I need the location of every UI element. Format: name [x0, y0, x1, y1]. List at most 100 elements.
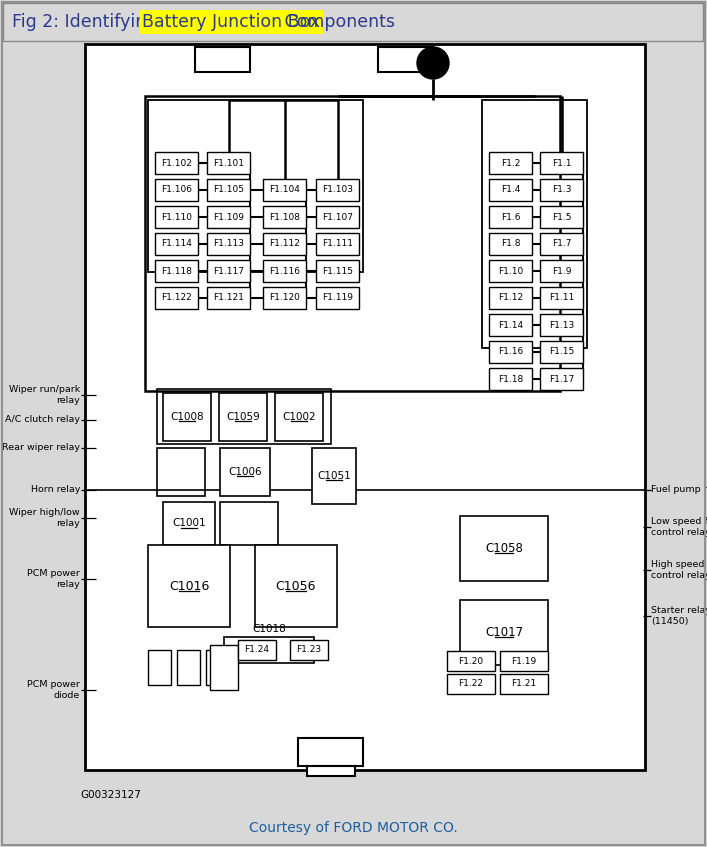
Text: F1.115: F1.115 — [322, 267, 353, 275]
Bar — [148, 650, 171, 685]
Text: F1.116: F1.116 — [269, 267, 300, 275]
Text: Courtesy of FORD MOTOR CO.: Courtesy of FORD MOTOR CO. — [249, 821, 457, 835]
Text: F1.20: F1.20 — [458, 656, 484, 666]
Text: F1.108: F1.108 — [269, 213, 300, 222]
Text: F1.23: F1.23 — [296, 645, 322, 655]
Text: Low speed fan
control relay: Low speed fan control relay — [651, 517, 707, 537]
Text: F1.113: F1.113 — [213, 240, 244, 248]
Bar — [540, 368, 583, 390]
Text: C1017: C1017 — [485, 626, 523, 639]
Bar — [206, 650, 229, 685]
Text: F1.9: F1.9 — [551, 267, 571, 275]
Bar — [207, 206, 250, 228]
Bar — [482, 100, 587, 348]
Bar — [155, 287, 198, 309]
Text: F1.107: F1.107 — [322, 213, 353, 222]
Bar — [207, 152, 250, 174]
Bar — [207, 260, 250, 282]
Text: Starter relay
(11450): Starter relay (11450) — [651, 606, 707, 626]
Text: F1.17: F1.17 — [549, 374, 574, 384]
Bar — [316, 233, 359, 255]
Text: C1018: C1018 — [252, 624, 286, 634]
Bar — [489, 314, 532, 336]
Bar — [489, 233, 532, 255]
Text: G00323127: G00323127 — [80, 790, 141, 800]
Bar — [220, 502, 278, 545]
Bar — [489, 260, 532, 282]
Text: C1056: C1056 — [276, 579, 316, 593]
Circle shape — [417, 47, 449, 79]
Bar — [3, 3, 703, 41]
Text: F1.104: F1.104 — [269, 185, 300, 195]
Text: F1.118: F1.118 — [161, 267, 192, 275]
Bar — [540, 179, 583, 201]
Bar — [540, 152, 583, 174]
Bar — [155, 179, 198, 201]
Bar — [316, 206, 359, 228]
Text: PCM power
relay: PCM power relay — [27, 569, 80, 589]
Bar — [460, 516, 548, 581]
Text: F1.102: F1.102 — [161, 158, 192, 168]
Bar — [447, 651, 495, 671]
Text: F1.16: F1.16 — [498, 347, 523, 357]
Text: F1.111: F1.111 — [322, 240, 353, 248]
Text: F1.3: F1.3 — [551, 185, 571, 195]
Bar — [157, 389, 331, 444]
Text: F1.103: F1.103 — [322, 185, 353, 195]
Bar — [540, 233, 583, 255]
Text: F1.14: F1.14 — [498, 320, 523, 329]
Bar — [145, 96, 560, 391]
Bar — [224, 637, 314, 663]
Text: C1051: C1051 — [317, 471, 351, 481]
Text: Rear wiper relay: Rear wiper relay — [2, 444, 80, 452]
Text: F1.18: F1.18 — [498, 374, 523, 384]
Text: F1.106: F1.106 — [161, 185, 192, 195]
Bar — [263, 206, 306, 228]
Text: F1.121: F1.121 — [213, 294, 244, 302]
Bar — [163, 393, 211, 441]
Bar — [316, 287, 359, 309]
Bar — [210, 645, 238, 690]
Bar — [307, 766, 355, 776]
Text: F1.101: F1.101 — [213, 158, 244, 168]
Text: C1001: C1001 — [173, 518, 206, 529]
Text: Wiper high/low
relay: Wiper high/low relay — [9, 508, 80, 528]
Text: F1.4: F1.4 — [501, 185, 520, 195]
Text: F1.119: F1.119 — [322, 294, 353, 302]
Bar — [155, 206, 198, 228]
Bar — [540, 341, 583, 363]
Text: F1.12: F1.12 — [498, 294, 523, 302]
Bar — [255, 545, 337, 627]
Text: A/C clutch relay: A/C clutch relay — [5, 416, 80, 424]
Bar — [238, 640, 276, 660]
Text: C1002: C1002 — [282, 412, 316, 422]
Text: F1.15: F1.15 — [549, 347, 574, 357]
Text: F1.24: F1.24 — [245, 645, 269, 655]
Bar — [148, 100, 363, 272]
Bar — [540, 260, 583, 282]
Bar — [500, 651, 548, 671]
Text: F1.19: F1.19 — [511, 656, 537, 666]
Bar — [263, 233, 306, 255]
Text: F1.13: F1.13 — [549, 320, 574, 329]
Bar — [540, 206, 583, 228]
Bar — [163, 502, 215, 545]
Text: Components: Components — [279, 13, 395, 31]
Text: Wiper run/park
relay: Wiper run/park relay — [8, 385, 80, 405]
Bar — [207, 287, 250, 309]
Text: F1.112: F1.112 — [269, 240, 300, 248]
Text: F1.2: F1.2 — [501, 158, 520, 168]
Text: F1.110: F1.110 — [161, 213, 192, 222]
Bar — [316, 179, 359, 201]
Bar — [155, 260, 198, 282]
Bar — [219, 393, 267, 441]
Bar — [148, 545, 230, 627]
Text: F1.1: F1.1 — [551, 158, 571, 168]
Text: F1.10: F1.10 — [498, 267, 523, 275]
Bar — [263, 179, 306, 201]
Text: C1006: C1006 — [228, 467, 262, 477]
Text: High speed fan
control relay: High speed fan control relay — [651, 560, 707, 580]
Text: C1058: C1058 — [485, 542, 523, 555]
Text: F1.22: F1.22 — [459, 679, 484, 689]
Text: F1.6: F1.6 — [501, 213, 520, 222]
